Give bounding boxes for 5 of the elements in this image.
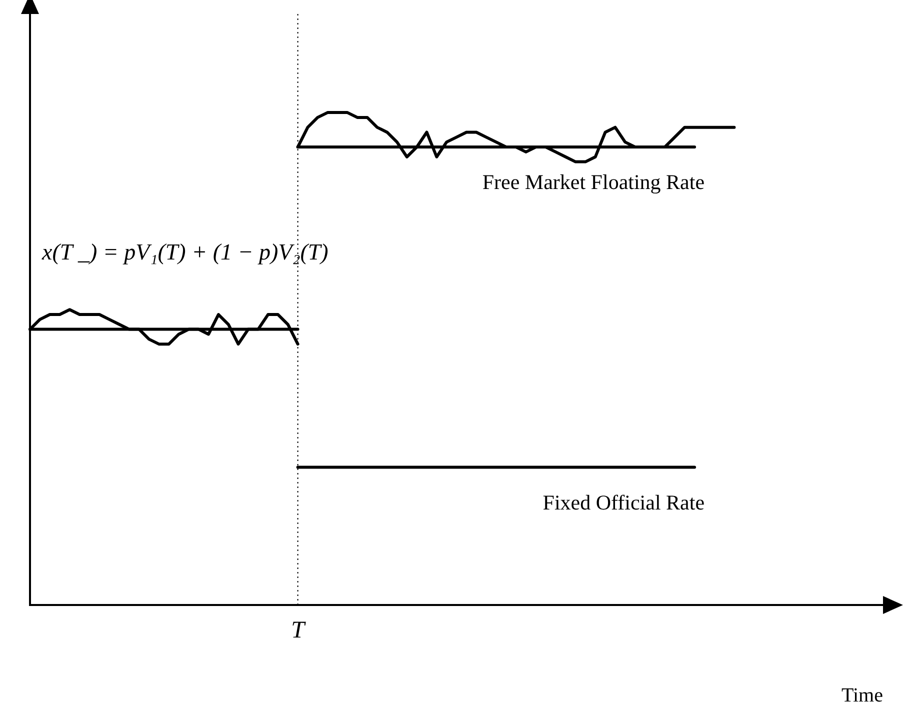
x-axis-title: Time bbox=[841, 684, 884, 706]
text: T bbox=[291, 618, 304, 644]
annotation: x(T _) = pV₁(T) + (1 − p)V₂(T) bbox=[41, 239, 328, 264]
series-label: Fixed Official Rate bbox=[542, 490, 705, 514]
series-label: Free Market Floating Rate bbox=[482, 170, 705, 194]
